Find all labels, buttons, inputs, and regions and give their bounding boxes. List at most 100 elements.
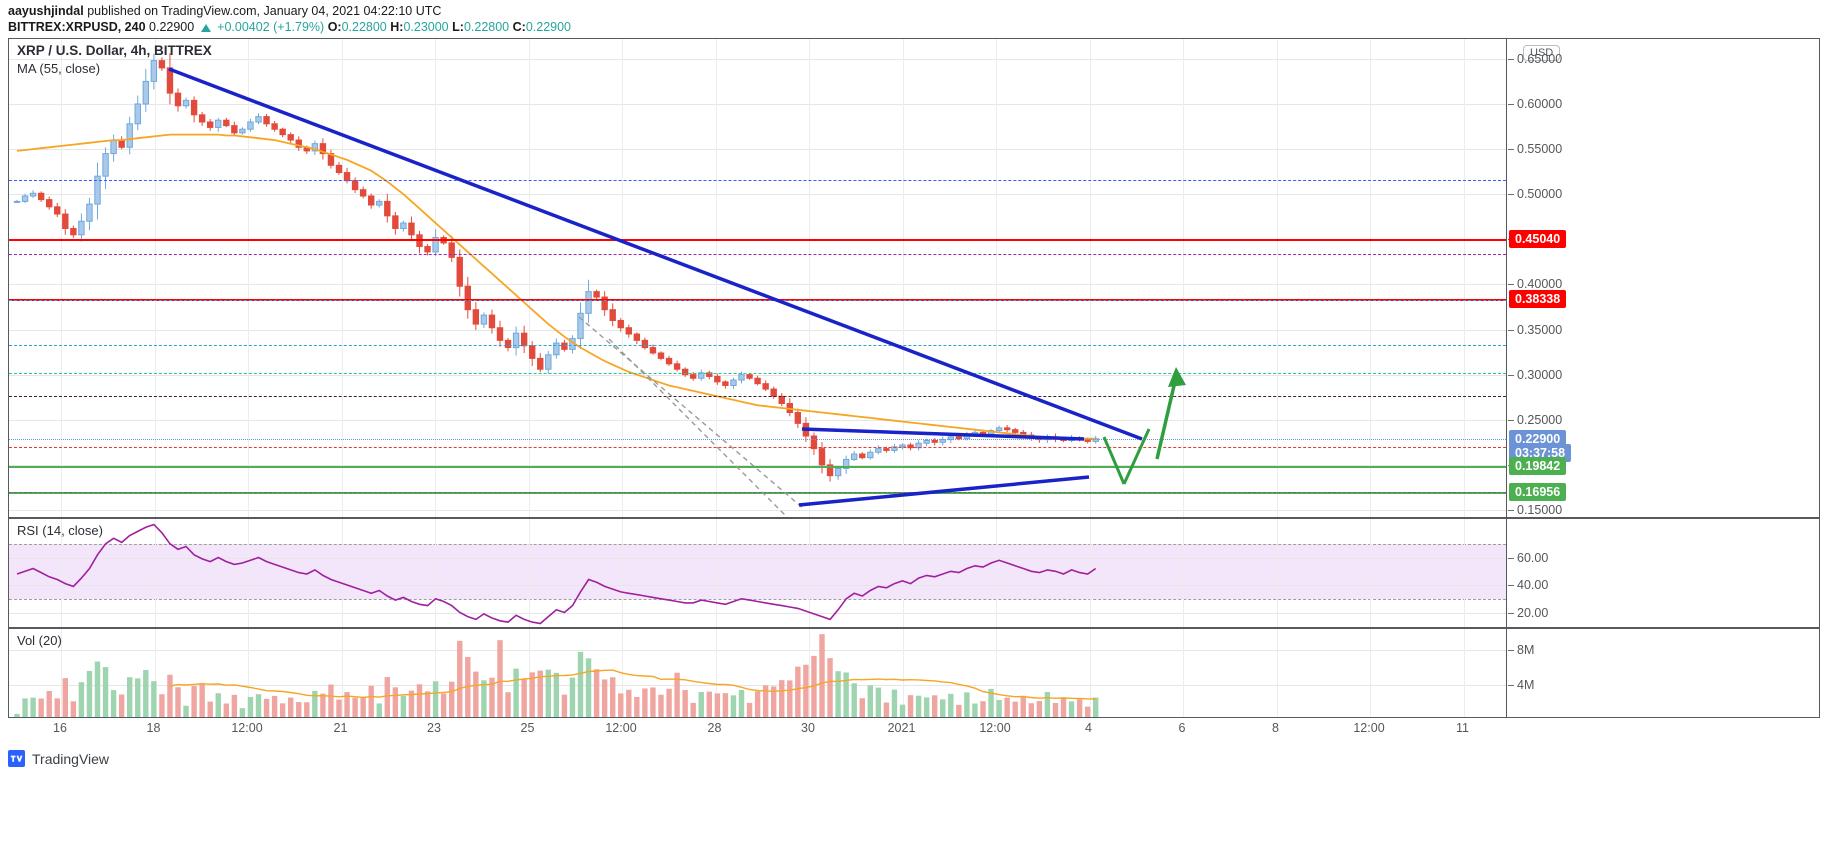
rsi-band-edge: [9, 543, 1506, 545]
vertical-gridline: [1089, 39, 1091, 517]
vertical-gridline: [154, 519, 156, 627]
time-tick-label: 23: [427, 721, 441, 735]
trendline-drawings[interactable]: [9, 39, 1506, 517]
vertical-gridline: [341, 629, 343, 717]
rsi-tick-label: 60.00: [1507, 550, 1549, 565]
fib-1618-line: [9, 180, 1506, 182]
symbol-quote-line: BITTREX:XRPUSD, 240 0.22900 +0.00402 (+1…: [8, 20, 571, 34]
vertical-gridline: [1370, 629, 1371, 717]
open-key: O:: [327, 20, 342, 34]
time-tick-label: 12:00: [1353, 721, 1385, 735]
rsi-legend[interactable]: RSI (14, close): [17, 523, 103, 538]
close-value: 0.22900: [525, 20, 571, 34]
support-badge-016956[interactable]: 0.16956: [1509, 483, 1567, 502]
time-tick-label: 12:00: [979, 721, 1011, 735]
price-pane[interactable]: 1.618(0.51525)1.236(0.43364)1(0.38322)0.…: [8, 38, 1820, 518]
vertical-gridline: [622, 519, 623, 627]
vertical-gridline: [61, 629, 62, 717]
volume-pane[interactable]: 8M 4M Vol (20): [8, 628, 1820, 718]
rsi-gridline: [9, 612, 1506, 614]
time-tick-label: 18: [146, 721, 161, 735]
volume-axis[interactable]: 8M 4M: [1507, 629, 1819, 717]
price-pane-title: XRP / U.S. Dollar, 4h, BITTREX: [17, 43, 212, 58]
vertical-gridline: [1463, 519, 1465, 627]
vertical-gridline: [435, 629, 436, 717]
rsi-gridline: [9, 585, 1506, 586]
price-tick-label: 0.55000: [1507, 142, 1563, 157]
currency-pill[interactable]: USD: [1523, 45, 1561, 61]
price-gridline: [9, 374, 1506, 376]
vertical-gridline: [1183, 629, 1184, 717]
time-tick-label: 21: [333, 721, 348, 735]
triangle-up-icon: [200, 24, 211, 32]
price-tick-label: 0.35000: [1507, 322, 1563, 337]
support-line-016956: [9, 492, 1506, 495]
support-line-019842: [9, 466, 1506, 469]
vertical-gridline: [1183, 39, 1184, 517]
rsi-tick-label: 40.00: [1507, 578, 1549, 592]
rsi-line: [16, 523, 1097, 625]
vertical-gridline: [809, 629, 810, 717]
ma-legend[interactable]: MA (55, close): [17, 61, 101, 76]
time-tick-label: 6: [1178, 721, 1186, 735]
price-axis[interactable]: USD 0.650000.600000.550000.500000.450000…: [1507, 39, 1819, 517]
vertical-gridline: [622, 39, 623, 517]
rsi-axis[interactable]: 60.00 40.00 20.00: [1507, 519, 1819, 627]
volume-tick-label: 4M: [1507, 677, 1535, 692]
vertical-gridline: [154, 39, 156, 517]
vertical-gridline: [996, 519, 997, 627]
volume-plot-area[interactable]: [9, 629, 1819, 717]
vertical-gridline: [61, 39, 62, 517]
price-gridline: [9, 509, 1506, 511]
countdown-badge[interactable]: 03:37:58: [1509, 443, 1572, 462]
vertical-gridline: [1276, 39, 1278, 517]
vertical-gridline: [1370, 39, 1371, 517]
time-tick-label: 16: [53, 721, 67, 735]
vertical-gridline: [1276, 629, 1278, 717]
rsi-band-edge: [9, 598, 1506, 600]
ma-55-line: [16, 133, 1096, 440]
price-tick-label: 0.50000: [1507, 187, 1563, 202]
vertical-gridline: [809, 39, 810, 517]
volume-legend[interactable]: Vol (20): [17, 633, 62, 648]
price-gridline: [9, 284, 1506, 286]
time-tick-label: 12:00: [605, 721, 637, 735]
last-price-line: [9, 438, 1506, 440]
price-axis-divider: [1506, 39, 1507, 517]
price-gridline: [9, 149, 1506, 151]
volume-gridline: [9, 684, 1506, 686]
vertical-gridline: [1370, 519, 1371, 627]
chart-frame[interactable]: 1.618(0.51525)1.236(0.43364)1(0.38322)0.…: [8, 38, 1820, 718]
price-gridline: [9, 464, 1506, 466]
volume-axis-divider: [1506, 629, 1507, 717]
vertical-gridline: [248, 519, 249, 627]
high-value: 0.23000: [403, 20, 449, 34]
open-value: 0.22800: [341, 20, 387, 34]
vertical-gridline: [528, 39, 530, 517]
time-tick-label: 8: [1272, 721, 1279, 735]
price-tick-label: 0.30000: [1507, 367, 1563, 382]
rsi-axis-divider: [1506, 519, 1507, 627]
price-gridline: [9, 329, 1506, 331]
support-badge-019842[interactable]: 0.19842: [1509, 457, 1567, 476]
time-axis[interactable]: 16 18 12:00 21 23 25 12:00 28 30 2021 12:00 4 6 8 12:0…: [8, 718, 1820, 742]
rsi-pane[interactable]: 60.00 40.00 20.00 RSI (14, close): [8, 518, 1820, 628]
vertical-gridline: [435, 39, 436, 517]
vertical-gridline: [528, 519, 530, 627]
last-price-badge[interactable]: 0.22900: [1509, 429, 1567, 448]
footer-brand: TradingView: [32, 750, 110, 767]
resistance-badge-045040[interactable]: 0.45040: [1509, 229, 1567, 248]
rsi-overbought-oversold-band: [9, 543, 1506, 599]
vertical-gridline: [1183, 519, 1184, 627]
vertical-gridline: [902, 39, 904, 517]
vertical-gridline: [154, 629, 156, 717]
price-gridline: [9, 419, 1506, 421]
vertical-gridline: [1463, 39, 1465, 517]
vertical-gridline: [996, 629, 997, 717]
rsi-plot-area[interactable]: [9, 519, 1819, 627]
price-gridline: [9, 58, 1506, 60]
vertical-gridline: [902, 519, 904, 627]
footer: TradingView: [8, 750, 109, 767]
price-change: +0.00402 (+1.79%): [217, 20, 325, 34]
resistance-badge-038338[interactable]: 0.38338: [1509, 290, 1567, 309]
